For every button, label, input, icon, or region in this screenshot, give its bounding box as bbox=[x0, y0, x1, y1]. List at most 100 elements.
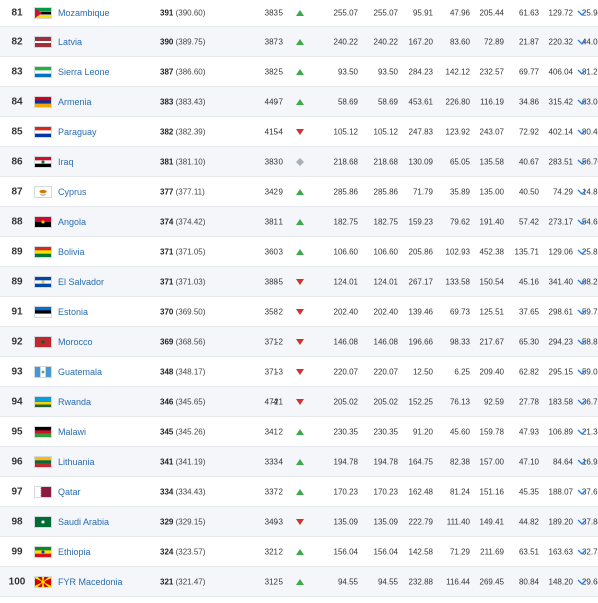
previous-points-cell: 381 bbox=[264, 217, 278, 226]
flag-icon bbox=[34, 125, 52, 138]
chevron-down-icon[interactable] bbox=[577, 128, 587, 136]
stat-cell: 156.04 bbox=[373, 547, 398, 556]
stat-cell: 57.42 bbox=[518, 217, 539, 226]
team-link[interactable]: Morocco bbox=[58, 336, 93, 347]
chevron-down-icon[interactable] bbox=[577, 68, 587, 76]
stat-cell: 45.60 bbox=[449, 427, 470, 436]
chevron-down-icon[interactable] bbox=[577, 518, 587, 526]
chevron-down-icon[interactable] bbox=[577, 38, 587, 46]
stat-cell: 452.38 bbox=[479, 247, 504, 256]
chevron-down-icon[interactable] bbox=[577, 338, 587, 346]
triangle-down-icon bbox=[296, 518, 304, 526]
table-row: 89 Bolivia 371 (371.05) 360 3 106.60 106.60 205… bbox=[0, 237, 598, 267]
stat-cell: 230.35 bbox=[333, 427, 358, 436]
team-link[interactable]: Malawi bbox=[58, 426, 87, 437]
rank-change-cell: 5 bbox=[278, 577, 283, 586]
chevron-down-icon[interactable] bbox=[577, 428, 587, 436]
team-link[interactable]: Saudi Arabia bbox=[58, 516, 110, 527]
stat-cell: 124.01 bbox=[373, 277, 398, 286]
stat-cell: 182.75 bbox=[373, 217, 398, 226]
points-value: 391 bbox=[160, 8, 174, 18]
team-link[interactable]: Qatar bbox=[58, 486, 81, 497]
stat-cell: 230.35 bbox=[373, 427, 398, 436]
stat-cell: 315.42 bbox=[548, 97, 573, 106]
stat-cell: 146.08 bbox=[373, 337, 398, 346]
team-link[interactable]: Angola bbox=[58, 216, 87, 227]
triangle-up-icon bbox=[296, 38, 304, 46]
points-exact: (371.03) bbox=[175, 277, 206, 286]
rank-cell: 94 bbox=[11, 396, 23, 407]
chevron-down-icon[interactable] bbox=[577, 278, 587, 286]
previous-points-cell: 415 bbox=[264, 127, 278, 136]
team-link[interactable]: Cyprus bbox=[58, 186, 87, 197]
points-value: 321 bbox=[160, 577, 174, 586]
chevron-down-icon[interactable] bbox=[577, 488, 587, 496]
stat-cell: 162.48 bbox=[408, 487, 433, 496]
stat-cell: 65.30 bbox=[518, 337, 539, 346]
team-link[interactable]: Mozambique bbox=[58, 8, 110, 18]
table-row: 81 Mozambique 391 (390.60) 383 5 255.07 255.07… bbox=[0, 0, 598, 27]
rank-cell: 81 bbox=[11, 7, 23, 19]
chevron-down-icon[interactable] bbox=[577, 9, 587, 17]
team-link[interactable]: Bolivia bbox=[58, 246, 85, 257]
table-row: 94 Rwanda 346 (345.65) 474 -21 205.02 205.02 15… bbox=[0, 387, 598, 417]
chevron-down-icon[interactable] bbox=[577, 188, 587, 196]
team-link[interactable]: Iraq bbox=[58, 156, 74, 167]
table-row: 91 Estonia 370 (369.50) 358 2 202.40 202.40 139… bbox=[0, 297, 598, 327]
previous-points-cell: 371 bbox=[264, 367, 278, 376]
chevron-down-icon[interactable] bbox=[577, 248, 587, 256]
points-cell: 334 (334.43) bbox=[160, 487, 232, 496]
team-link[interactable]: Ethiopia bbox=[58, 546, 91, 557]
chevron-down-icon[interactable] bbox=[577, 578, 587, 586]
stat-cell: 72.92 bbox=[518, 127, 539, 136]
stat-cell: 220.32 bbox=[548, 37, 573, 46]
stat-cell: 45.35 bbox=[518, 487, 539, 496]
stat-cell: 63.08 bbox=[581, 97, 598, 106]
stat-cell: 124.01 bbox=[333, 277, 358, 286]
rank-cell: 82 bbox=[11, 36, 23, 47]
flag-icon bbox=[34, 515, 52, 528]
stat-cell: 25.81 bbox=[581, 247, 598, 256]
stat-cell: 453.61 bbox=[408, 97, 433, 106]
chevron-down-icon[interactable] bbox=[577, 368, 587, 376]
team-link[interactable]: El Salvador bbox=[58, 276, 105, 287]
stat-cell: 218.68 bbox=[373, 157, 398, 166]
stat-cell: 285.86 bbox=[373, 187, 398, 196]
rank-change-cell: 2 bbox=[278, 307, 283, 316]
stat-cell: 44.82 bbox=[518, 517, 539, 526]
stat-cell: 47.96 bbox=[449, 8, 470, 18]
team-link[interactable]: Sierra Leone bbox=[58, 66, 110, 77]
team-link[interactable]: FYR Macedonia bbox=[58, 576, 123, 587]
stat-cell: 267.17 bbox=[408, 277, 433, 286]
points-value: 381 bbox=[160, 157, 174, 166]
table-row: 89 El Salvador 371 (371.03) 388 -5 124.01 124.… bbox=[0, 267, 598, 297]
points-exact: (368.56) bbox=[175, 337, 206, 346]
team-link[interactable]: Paraguay bbox=[58, 126, 97, 137]
table-row: 82 Latvia 390 (389.75) 387 3 240.22 240.22 167.… bbox=[0, 27, 598, 57]
chevron-down-icon[interactable] bbox=[577, 458, 587, 466]
chevron-down-icon[interactable] bbox=[577, 218, 587, 226]
stat-cell: 150.54 bbox=[479, 277, 504, 286]
stat-cell: 6.25 bbox=[454, 367, 470, 376]
chevron-down-icon[interactable] bbox=[577, 98, 587, 106]
chevron-down-icon[interactable] bbox=[577, 548, 587, 556]
points-value: 346 bbox=[160, 397, 174, 406]
chevron-down-icon[interactable] bbox=[577, 398, 587, 406]
chevron-down-icon[interactable] bbox=[577, 308, 587, 316]
team-link[interactable]: Estonia bbox=[58, 306, 89, 317]
team-link[interactable]: Armenia bbox=[58, 96, 92, 107]
table-row: 84 Armenia 383 (383.43) 449 -7 58.69 58.69 453.… bbox=[0, 87, 598, 117]
table-row: 97 Qatar 334 (334.43) 337 2 170.23 170.23 162.4… bbox=[0, 477, 598, 507]
table-row: 85 Paraguay 382 (382.39) 415 -4 105.12 105.12 2… bbox=[0, 117, 598, 147]
chevron-down-icon[interactable] bbox=[577, 158, 587, 166]
triangle-up-icon bbox=[296, 218, 304, 226]
team-link[interactable]: Rwanda bbox=[58, 396, 92, 407]
previous-points-cell: 312 bbox=[264, 577, 278, 586]
stat-cell: 36.72 bbox=[581, 397, 598, 406]
team-link[interactable]: Lithuania bbox=[58, 456, 95, 467]
rank-change-cell: 0 bbox=[278, 157, 283, 166]
stat-cell: 116.44 bbox=[446, 577, 470, 586]
stat-cell: 205.44 bbox=[479, 8, 504, 18]
team-link[interactable]: Latvia bbox=[58, 36, 83, 47]
team-link[interactable]: Guatemala bbox=[58, 366, 103, 377]
